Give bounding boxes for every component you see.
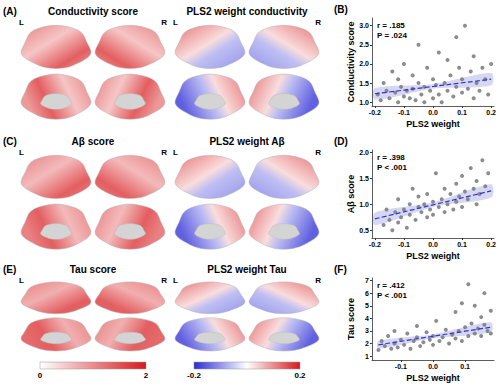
svg-text:6: 6: [365, 290, 369, 297]
svg-text:2.0: 2.0: [359, 149, 369, 156]
svg-text:(C): (C): [3, 136, 17, 147]
svg-text:PLS2 weight: PLS2 weight: [406, 119, 460, 129]
svg-text:PLS2 weight Tau: PLS2 weight Tau: [207, 264, 286, 275]
svg-text:P < .001: P < .001: [377, 163, 407, 172]
svg-text:P < .001: P < .001: [377, 291, 407, 300]
svg-text:-0.2: -0.2: [369, 241, 381, 248]
svg-text:L: L: [173, 18, 178, 27]
svg-text:PLS2 weight Aβ: PLS2 weight Aβ: [209, 136, 284, 147]
svg-text:0.2: 0.2: [486, 241, 496, 248]
svg-text:5: 5: [365, 302, 369, 309]
svg-text:R: R: [315, 148, 321, 157]
svg-text:Tau score: Tau score: [70, 264, 117, 275]
svg-text:-0.1: -0.1: [395, 363, 407, 370]
svg-text:(F): (F): [334, 264, 347, 275]
svg-text:1: 1: [365, 353, 369, 360]
svg-text:R: R: [315, 276, 321, 285]
svg-text:(D): (D): [334, 136, 348, 147]
svg-text:-0.2: -0.2: [369, 109, 381, 116]
svg-text:L: L: [173, 276, 178, 285]
svg-text:r = .398: r = .398: [377, 153, 405, 162]
svg-text:P = .024: P = .024: [377, 31, 407, 40]
svg-text:R: R: [315, 18, 321, 27]
svg-text:(B): (B): [334, 4, 348, 15]
svg-text:1.0: 1.0: [359, 201, 369, 208]
svg-text:r = .412: r = .412: [377, 281, 405, 290]
svg-text:Aβ score: Aβ score: [346, 175, 356, 214]
svg-text:2.0: 2.0: [359, 60, 369, 67]
svg-text:0.0: 0.0: [428, 241, 438, 248]
svg-text:(E): (E): [3, 264, 16, 275]
svg-text:PLS2 weight: PLS2 weight: [406, 251, 460, 261]
svg-text:L: L: [19, 276, 24, 285]
svg-text:PLS2 weight: PLS2 weight: [406, 373, 460, 383]
svg-text:2.5: 2.5: [359, 41, 369, 48]
svg-text:2: 2: [144, 371, 149, 380]
svg-text:(A): (A): [3, 6, 17, 17]
svg-text:0.1: 0.1: [457, 109, 467, 116]
svg-text:-0.1: -0.1: [398, 109, 410, 116]
svg-text:1.5: 1.5: [359, 80, 369, 87]
svg-text:7: 7: [365, 277, 369, 284]
svg-text:R: R: [161, 18, 167, 27]
svg-text:Conductivity score: Conductivity score: [48, 6, 138, 17]
svg-text:-0.1: -0.1: [398, 241, 410, 248]
svg-text:Tau score: Tau score: [346, 298, 356, 340]
svg-text:Aβ score: Aβ score: [72, 136, 115, 147]
svg-text:PLS2 weight conductivity: PLS2 weight conductivity: [186, 6, 308, 17]
svg-text:L: L: [19, 148, 24, 157]
svg-text:0.0: 0.0: [428, 363, 438, 370]
svg-text:3: 3: [365, 327, 369, 334]
svg-text:-0.2: -0.2: [187, 371, 201, 380]
svg-text:0.0: 0.0: [428, 109, 438, 116]
svg-text:L: L: [173, 148, 178, 157]
svg-text:0: 0: [38, 371, 43, 380]
svg-text:0.2: 0.2: [294, 371, 306, 380]
svg-text:R: R: [161, 276, 167, 285]
svg-text:0.1: 0.1: [460, 363, 470, 370]
svg-text:1.5: 1.5: [359, 175, 369, 182]
svg-text:4: 4: [365, 315, 369, 322]
svg-text:L: L: [19, 18, 24, 27]
svg-text:3.0: 3.0: [359, 22, 369, 29]
svg-text:R: R: [161, 148, 167, 157]
svg-text:0.1: 0.1: [457, 241, 467, 248]
svg-text:1.0: 1.0: [359, 99, 369, 106]
svg-text:Conductivity score: Conductivity score: [346, 21, 356, 102]
svg-text:0.2: 0.2: [486, 109, 496, 116]
svg-text:2: 2: [365, 340, 369, 347]
svg-text:0.5: 0.5: [359, 227, 369, 234]
svg-text:r = .185: r = .185: [377, 21, 405, 30]
